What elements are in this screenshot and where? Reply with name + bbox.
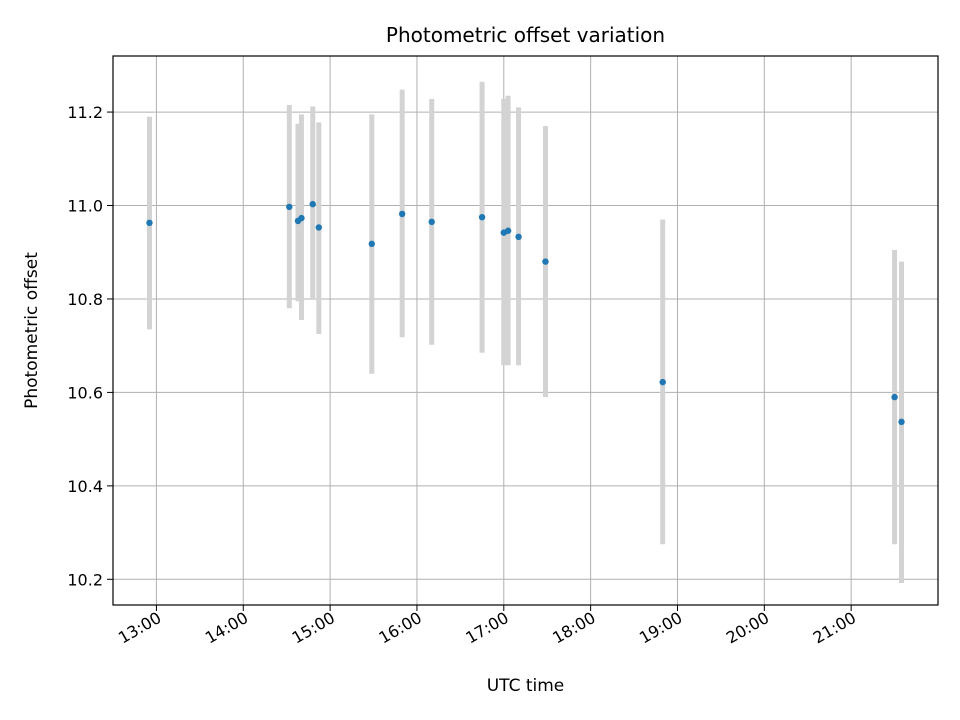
data-point (146, 219, 153, 227)
y-tick-label: 10.2 (67, 570, 103, 589)
data-point (891, 393, 898, 401)
data-point (286, 203, 293, 211)
plot-frame (112, 55, 939, 606)
grid-lines (113, 56, 938, 605)
data-point (315, 224, 323, 231)
y-tick-label: 10.8 (67, 290, 103, 309)
data-points (146, 200, 905, 426)
data-point (515, 233, 522, 241)
chart-title: Photometric offset variation (386, 23, 665, 47)
data-point (398, 210, 406, 218)
data-point (898, 418, 905, 426)
data-point (428, 218, 435, 226)
data-point (504, 227, 512, 234)
y-tick-label: 11.2 (67, 103, 103, 122)
y-tick-label: 11.0 (67, 197, 103, 216)
y-tick-label: 10.6 (67, 383, 103, 402)
data-point (368, 240, 375, 248)
y-tick-label: 10.4 (67, 477, 103, 496)
data-point (659, 378, 666, 386)
data-point (309, 200, 316, 208)
x-axis-label: UTC time (487, 676, 565, 696)
y-axis-label: Photometric offset (22, 252, 42, 409)
data-point (298, 214, 305, 222)
data-point (542, 258, 549, 265)
y-axis-ticks: 10.2 10.4 10.6 10.8 11.0 11.2 (67, 103, 113, 589)
data-point (478, 213, 486, 221)
